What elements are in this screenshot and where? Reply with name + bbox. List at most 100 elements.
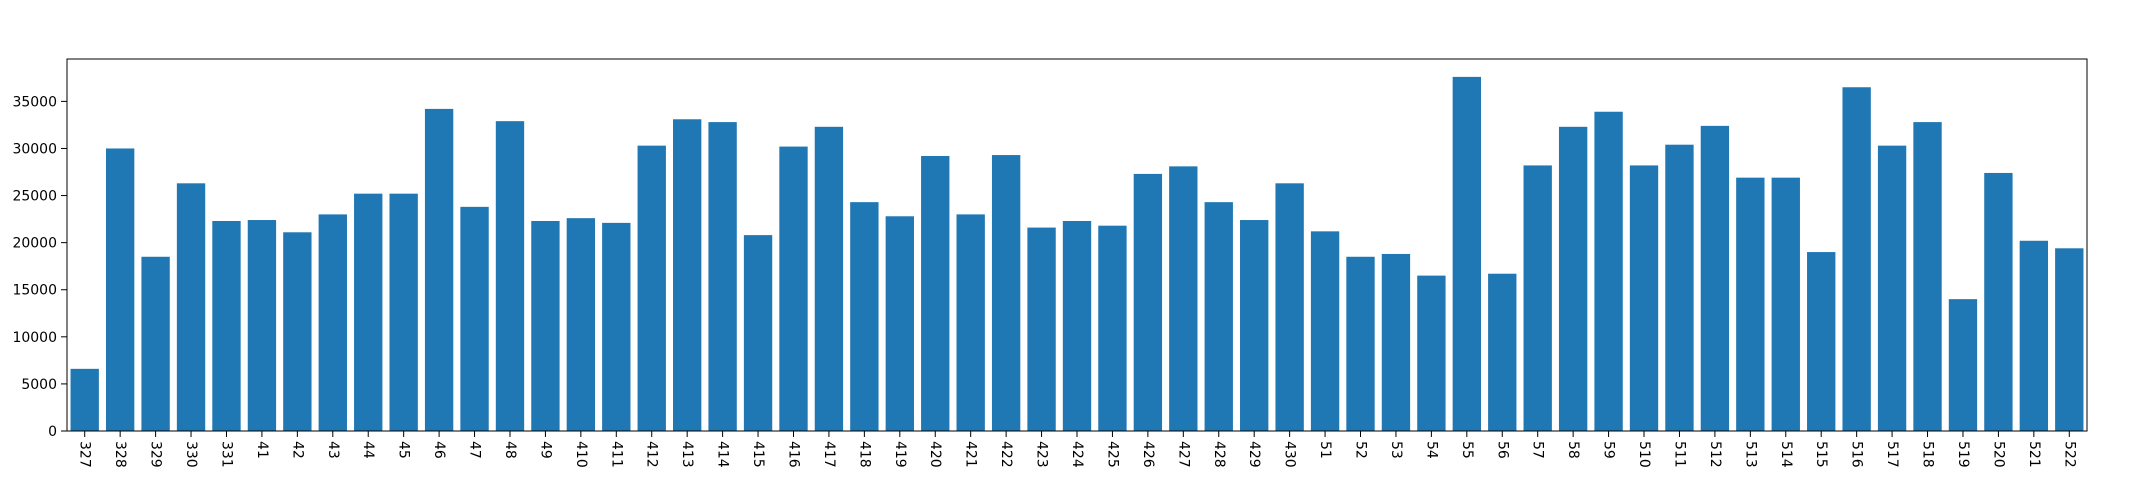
bar-516 (1842, 87, 1871, 431)
x-tick-label: 517 (1884, 441, 1900, 468)
bar-416 (779, 146, 808, 431)
x-tick-label: 424 (1069, 441, 1085, 468)
x-tick-label: 512 (1707, 441, 1723, 468)
bar-415 (743, 235, 773, 431)
x-tick-label: 414 (715, 441, 731, 468)
x-tick-label: 426 (1140, 441, 1156, 468)
y-tick-label: 20000 (12, 236, 57, 252)
bar-519 (1948, 299, 1978, 431)
bars-group (70, 76, 2084, 432)
bar-520 (1984, 172, 2013, 431)
x-tick-label: 45 (396, 441, 412, 459)
bar-422 (991, 155, 1021, 431)
bar-410 (566, 218, 596, 431)
x-tick-label: 49 (537, 441, 553, 459)
bar-515 (1807, 252, 1836, 431)
bar-331 (212, 220, 241, 431)
x-tick-label: 52 (1353, 441, 1369, 459)
x-tick-label: 521 (2026, 441, 2042, 468)
bar-45 (389, 193, 418, 431)
x-tick-label: 54 (1423, 441, 1439, 459)
y-tick-label: 35000 (12, 94, 57, 110)
x-tick-label: 328 (112, 441, 128, 468)
x-tick-label: 519 (1955, 441, 1971, 468)
x-tick-label: 329 (148, 441, 164, 468)
x-tick-label: 421 (963, 441, 979, 468)
x-tick-label: 48 (502, 441, 518, 459)
x-tick-label: 415 (750, 441, 766, 468)
x-tick-label: 423 (1034, 441, 1050, 468)
bar-521 (2019, 240, 2049, 431)
bar-430 (1275, 183, 1304, 431)
x-tick-label: 47 (467, 441, 483, 459)
y-axis: 0 5000 10000 15000 20000 25000 30000 35000 (12, 94, 67, 440)
bar-518 (1913, 122, 1942, 431)
y-tick-label: 5000 (21, 377, 57, 393)
bar-517 (1877, 145, 1907, 431)
x-tick-label: 412 (644, 441, 660, 468)
x-tick-label: 516 (1849, 441, 1865, 468)
x-tick-label: 58 (1565, 441, 1581, 459)
bar-328 (105, 148, 135, 431)
x-tick-label: 55 (1459, 441, 1475, 459)
x-tick-label: 513 (1742, 441, 1758, 468)
bar-414 (708, 122, 737, 431)
x-tick-label: 57 (1530, 441, 1546, 459)
bar-428 (1204, 202, 1233, 431)
x-tick-label: 42 (289, 441, 305, 459)
bar-43 (318, 214, 347, 431)
bar-417 (814, 126, 844, 431)
bar-56 (1488, 273, 1517, 431)
x-tick-label: 41 (254, 441, 270, 459)
bar-51 (1310, 231, 1340, 431)
x-tick-label: 515 (1813, 441, 1829, 468)
bar-513 (1736, 177, 1765, 431)
y-tick-label: 10000 (12, 330, 57, 346)
bar-57 (1523, 165, 1552, 432)
x-tick-label: 428 (1211, 441, 1227, 468)
x-tick-label: 430 (1282, 441, 1298, 468)
x-tick-label: 429 (1246, 441, 1262, 468)
bar-511 (1665, 144, 1694, 431)
x-tick-label: 514 (1778, 441, 1794, 468)
x-tick-label: 422 (998, 441, 1014, 468)
bar-421 (956, 214, 985, 431)
bar-429 (1240, 220, 1269, 431)
y-tick-label: 15000 (12, 283, 57, 299)
x-tick-label: 427 (1175, 441, 1191, 468)
bar-55 (1452, 76, 1481, 431)
x-tick-label: 510 (1636, 441, 1652, 468)
bar-425 (1098, 225, 1127, 431)
bar-52 (1346, 256, 1375, 431)
x-tick-label: 56 (1494, 441, 1510, 459)
bar-424 (1062, 220, 1092, 431)
bar-413 (673, 119, 702, 432)
x-tick-label: 330 (183, 441, 199, 468)
x-tick-label: 331 (218, 441, 234, 468)
bar-423 (1027, 227, 1056, 431)
bar-58 (1558, 126, 1588, 431)
bar-420 (921, 156, 950, 431)
x-tick-label: 425 (1104, 441, 1120, 468)
x-tick-label: 327 (77, 441, 93, 468)
bar-418 (850, 202, 879, 431)
x-tick-label: 518 (1920, 441, 1936, 468)
bar-44 (354, 193, 383, 431)
x-tick-label: 416 (785, 441, 801, 468)
bar-329 (141, 256, 170, 431)
bar-419 (885, 216, 914, 431)
x-tick-label: 44 (360, 441, 376, 459)
bar-42 (283, 232, 312, 431)
bar-59 (1594, 111, 1623, 432)
x-tick-label: 43 (325, 441, 341, 459)
x-tick-label: 511 (1671, 441, 1687, 468)
x-tick-label: 419 (892, 441, 908, 468)
x-tick-label: 413 (679, 441, 695, 468)
x-tick-label: 51 (1317, 441, 1333, 459)
y-tick-label: 30000 (12, 141, 57, 157)
x-tick-label: 53 (1388, 441, 1404, 459)
x-tick-label: 411 (608, 441, 624, 468)
bar-412 (637, 145, 666, 431)
x-axis: 327 328 329 330 331 41 42 43 44 45 46 47 48 49 410 411 4… (77, 431, 2077, 468)
